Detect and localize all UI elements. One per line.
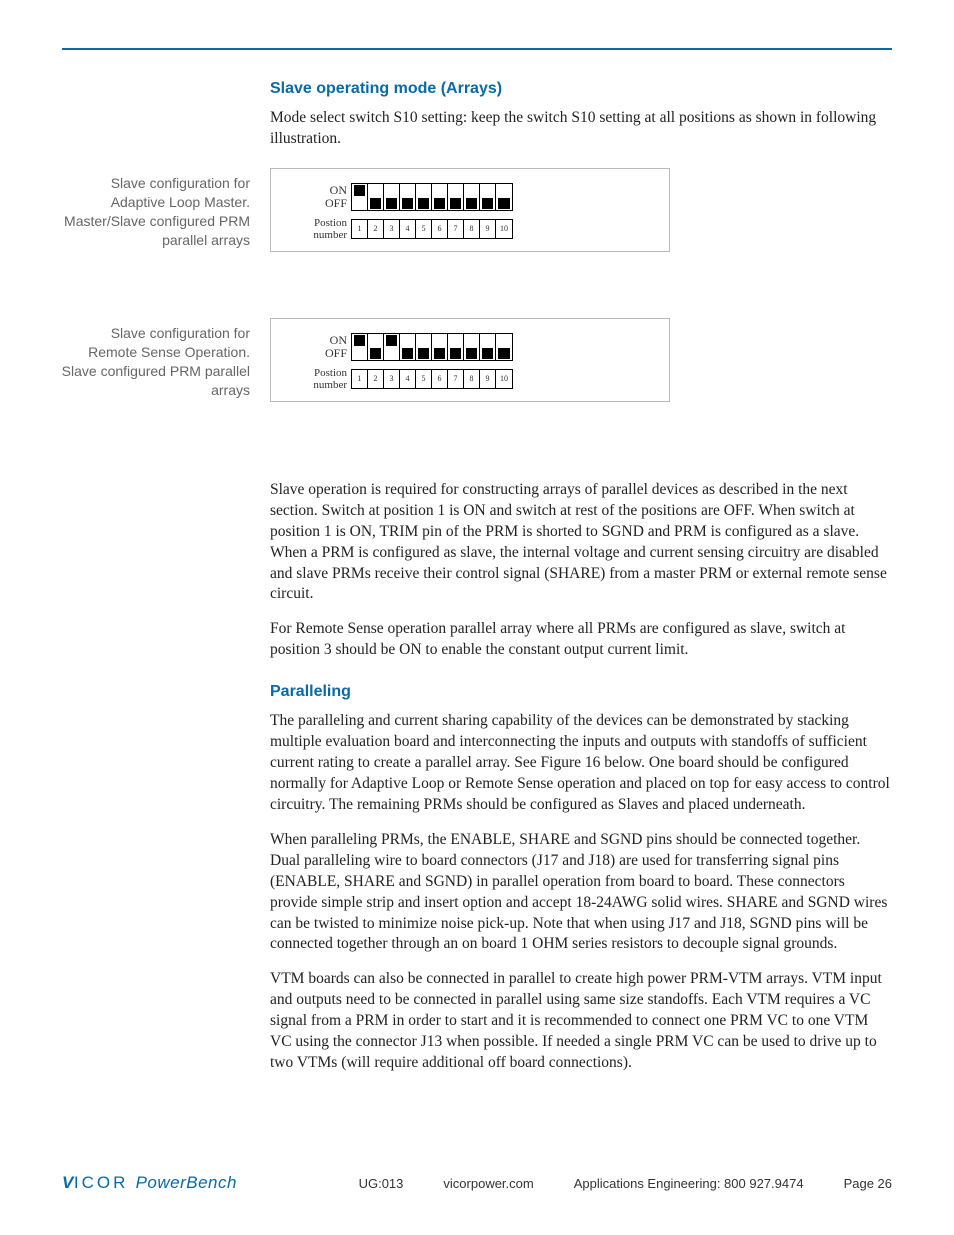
remote-sense-paragraph: For Remote Sense operation parallel arra…: [270, 619, 892, 661]
on-label-2: ON: [330, 334, 347, 347]
position-number-cell: 3: [384, 370, 400, 388]
switch-body-2: [351, 333, 513, 361]
switch-slot: [448, 334, 464, 360]
figure-1-block: Slave configuration for Adaptive Loop Ma…: [270, 168, 892, 308]
position-number-cell: 7: [448, 220, 464, 238]
switch-knob: [482, 198, 493, 209]
position-number-cell: 2: [368, 370, 384, 388]
switch-slot: [384, 184, 400, 210]
on-label: ON: [330, 184, 347, 197]
switch-slot: [464, 184, 480, 210]
switch-knob: [354, 185, 365, 196]
position-number-cell: 3: [384, 220, 400, 238]
switch-slot: [384, 334, 400, 360]
switch-slot: [416, 184, 432, 210]
switch-knob: [482, 348, 493, 359]
switch-knob: [498, 198, 510, 209]
on-off-labels: ON OFF: [291, 184, 347, 210]
switch-knob: [402, 198, 413, 209]
position-number-cell: 10: [496, 370, 512, 388]
position-number-cell: 1: [352, 370, 368, 388]
footer-url: vicorpower.com: [443, 1176, 533, 1191]
position-number-cell: 7: [448, 370, 464, 388]
position-number-cell: 8: [464, 370, 480, 388]
switch-knob: [466, 348, 477, 359]
position-number-cell: 1: [352, 220, 368, 238]
switch-knob: [386, 198, 397, 209]
dip-switch-panel-1: ON OFF Postion number 12345678910: [270, 168, 670, 252]
switch-knob: [370, 348, 381, 359]
position-numbers-2: 12345678910: [351, 369, 513, 389]
position-number-cell: 9: [480, 220, 496, 238]
position-number-cell: 8: [464, 220, 480, 238]
switch-slot: [368, 184, 384, 210]
switch-knob: [370, 198, 381, 209]
figure-1-caption: Slave configuration for Adaptive Loop Ma…: [60, 174, 250, 250]
doc-id: UG:013: [359, 1176, 404, 1191]
switch-knob: [450, 348, 461, 359]
switch-knob: [418, 348, 429, 359]
paralleling-p2: When paralleling PRMs, the ENABLE, SHARE…: [270, 830, 892, 956]
figure-2-block: Slave configuration for Remote Sense Ope…: [270, 318, 892, 458]
off-label: OFF: [325, 197, 347, 210]
position-number-cell: 2: [368, 220, 384, 238]
position-number-cell: 5: [416, 370, 432, 388]
footer-contact: Applications Engineering: 800 927.9474: [574, 1176, 804, 1191]
header-rule: [62, 48, 892, 50]
on-off-labels-2: ON OFF: [291, 334, 347, 360]
main-content: Slave operating mode (Arrays) Mode selec…: [270, 80, 892, 1088]
switch-knob: [434, 348, 445, 359]
position-number-cell: 6: [432, 220, 448, 238]
switch-knob: [402, 348, 413, 359]
switch-knob: [386, 335, 397, 346]
position-numbers-1: 12345678910: [351, 219, 513, 239]
footer-right: UG:013 vicorpower.com Applications Engin…: [359, 1176, 892, 1191]
switch-body-1: [351, 183, 513, 211]
page-footer: VICOR PowerBench UG:013 vicorpower.com A…: [62, 1173, 892, 1193]
vicor-logo: VICOR PowerBench: [62, 1173, 237, 1193]
switch-slot: [400, 334, 416, 360]
position-number-label-2: Postion number: [291, 367, 347, 391]
switch-knob: [450, 198, 461, 209]
switch-knob: [498, 348, 510, 359]
switch-slot: [432, 184, 448, 210]
page-number: Page 26: [844, 1176, 892, 1191]
switch-knob: [466, 198, 477, 209]
section-heading-paralleling: Paralleling: [270, 683, 892, 701]
switch-slot: [368, 334, 384, 360]
switch-slot: [352, 334, 368, 360]
switch-slot: [448, 184, 464, 210]
section-heading-slave-mode: Slave operating mode (Arrays): [270, 80, 892, 98]
switch-slot: [400, 184, 416, 210]
switch-slot: [352, 184, 368, 210]
switch-slot: [464, 334, 480, 360]
switch-knob: [418, 198, 429, 209]
switch-slot: [480, 334, 496, 360]
paralleling-p3: VTM boards can also be connected in para…: [270, 969, 892, 1074]
position-number-cell: 5: [416, 220, 432, 238]
switch-slot: [496, 334, 512, 360]
switch-slot: [480, 184, 496, 210]
position-number-cell: 10: [496, 220, 512, 238]
intro-paragraph: Mode select switch S10 setting: keep the…: [270, 108, 892, 150]
paralleling-p1: The paralleling and current sharing capa…: [270, 711, 892, 816]
position-number-label: Postion number: [291, 217, 347, 241]
off-label-2: OFF: [325, 347, 347, 360]
position-number-cell: 4: [400, 370, 416, 388]
switch-slot: [416, 334, 432, 360]
slave-operation-paragraph: Slave operation is required for construc…: [270, 480, 892, 606]
dip-switch-panel-2: ON OFF Postion number 12345678910: [270, 318, 670, 402]
switch-knob: [354, 335, 365, 346]
switch-slot: [496, 184, 512, 210]
figure-2-caption: Slave configuration for Remote Sense Ope…: [60, 324, 250, 400]
position-number-cell: 6: [432, 370, 448, 388]
switch-slot: [432, 334, 448, 360]
position-number-cell: 4: [400, 220, 416, 238]
switch-knob: [434, 198, 445, 209]
position-number-cell: 9: [480, 370, 496, 388]
